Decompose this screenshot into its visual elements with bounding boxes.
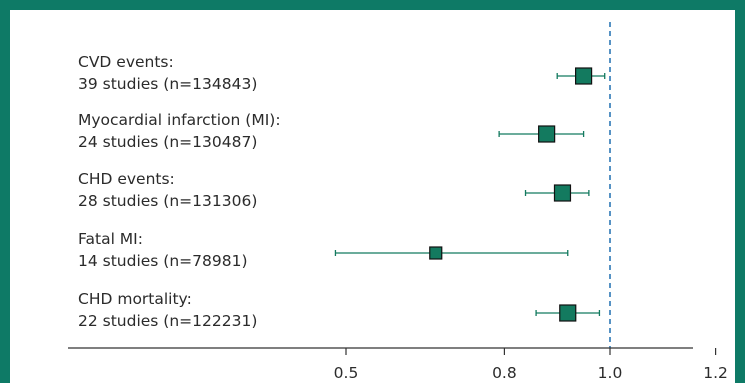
row-label-line1: CVD events: <box>78 53 174 71</box>
row-label-line1: Fatal MI: <box>78 230 143 248</box>
row-label-line2: 28 studies (n=131306) <box>78 192 257 210</box>
row-label-line1: Myocardial infarction (MI): <box>78 111 281 129</box>
row-label-line2: 14 studies (n=78981) <box>78 252 248 270</box>
x-tick-label: 1.0 <box>598 364 623 382</box>
point-estimate-marker <box>574 67 593 85</box>
point-estimate-marker <box>553 184 572 202</box>
row-label-line2: 22 studies (n=122231) <box>78 312 257 330</box>
row-label-line2: 39 studies (n=134843) <box>78 75 257 93</box>
point-estimate-marker <box>559 304 577 322</box>
x-tick-label: 0.5 <box>334 364 359 382</box>
row-label-line1: CHD mortality: <box>78 290 192 308</box>
point-estimate-marker <box>429 246 443 260</box>
point-estimate-marker <box>538 125 556 143</box>
x-tick-label: 0.8 <box>492 364 517 382</box>
row-label-line2: 24 studies (n=130487) <box>78 133 257 151</box>
x-tick-label: 1.2 <box>703 364 728 382</box>
row-label-line1: CHD events: <box>78 170 175 188</box>
